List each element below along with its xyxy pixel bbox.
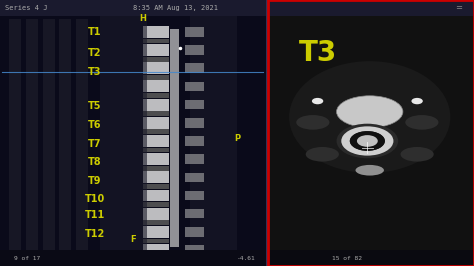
Bar xyxy=(190,13,237,253)
Bar xyxy=(143,135,169,147)
Bar xyxy=(143,190,169,202)
Ellipse shape xyxy=(306,147,339,162)
Text: T11: T11 xyxy=(85,210,105,221)
Bar xyxy=(143,202,169,207)
Bar xyxy=(185,100,204,109)
Ellipse shape xyxy=(296,115,329,130)
Bar xyxy=(171,29,179,247)
Bar xyxy=(76,19,88,253)
Bar xyxy=(143,39,169,43)
Ellipse shape xyxy=(356,165,384,176)
Text: T3: T3 xyxy=(299,39,337,67)
Bar xyxy=(185,227,204,237)
Bar xyxy=(143,130,169,134)
Text: T5: T5 xyxy=(88,101,101,111)
Bar xyxy=(185,82,204,91)
Bar xyxy=(268,0,474,266)
Bar xyxy=(185,173,204,182)
Bar xyxy=(185,136,204,146)
Bar xyxy=(143,57,169,62)
Bar xyxy=(143,184,169,189)
Text: T1: T1 xyxy=(88,27,101,37)
Bar xyxy=(185,154,204,164)
Ellipse shape xyxy=(289,61,450,173)
Bar xyxy=(143,171,169,183)
Bar xyxy=(143,221,169,225)
Bar xyxy=(266,0,269,266)
Bar xyxy=(185,191,204,200)
Bar xyxy=(0,0,268,266)
Bar xyxy=(268,250,474,266)
Text: T2: T2 xyxy=(88,48,101,58)
Bar xyxy=(185,209,204,218)
Bar xyxy=(0,0,474,16)
Bar xyxy=(185,64,204,73)
Bar xyxy=(143,75,169,80)
Text: T8: T8 xyxy=(88,157,101,167)
Text: 15 of 82: 15 of 82 xyxy=(332,256,362,260)
Bar xyxy=(143,166,169,171)
Bar xyxy=(143,99,169,111)
Text: T3: T3 xyxy=(88,67,101,77)
Text: Series 4 J: Series 4 J xyxy=(5,5,47,11)
Bar xyxy=(143,153,169,165)
Circle shape xyxy=(357,135,378,147)
Text: -4.61: -4.61 xyxy=(237,256,256,260)
Bar xyxy=(143,80,169,92)
Ellipse shape xyxy=(405,115,438,130)
Circle shape xyxy=(337,124,398,158)
Bar xyxy=(143,226,169,238)
Bar xyxy=(43,19,55,253)
Text: H: H xyxy=(139,14,146,23)
Bar xyxy=(185,45,204,55)
Circle shape xyxy=(411,98,423,104)
Bar xyxy=(143,111,169,116)
Text: T12: T12 xyxy=(85,229,105,239)
Bar xyxy=(143,26,169,38)
Bar xyxy=(143,44,169,56)
Bar xyxy=(143,244,169,256)
Bar xyxy=(143,62,169,74)
Text: =: = xyxy=(455,3,462,13)
Bar xyxy=(100,13,147,253)
Bar xyxy=(268,0,474,266)
Bar xyxy=(0,250,268,266)
Text: T9: T9 xyxy=(88,176,101,186)
Bar xyxy=(185,245,204,255)
Text: P: P xyxy=(234,134,240,143)
Bar xyxy=(143,239,169,243)
Text: F: F xyxy=(130,235,136,244)
Text: T6: T6 xyxy=(88,120,101,130)
Bar xyxy=(143,148,169,152)
Bar xyxy=(9,19,21,253)
Circle shape xyxy=(312,98,323,104)
Circle shape xyxy=(350,131,385,151)
Text: T7: T7 xyxy=(88,139,101,149)
Text: T10: T10 xyxy=(85,194,105,205)
Bar xyxy=(185,27,204,37)
Text: 8:35 AM Aug 13, 2021: 8:35 AM Aug 13, 2021 xyxy=(133,5,218,11)
Ellipse shape xyxy=(337,96,403,128)
Bar xyxy=(26,19,38,253)
Bar xyxy=(143,208,169,220)
Text: 9 of 17: 9 of 17 xyxy=(14,256,40,260)
Ellipse shape xyxy=(401,147,434,162)
Bar xyxy=(143,117,169,129)
Bar xyxy=(143,93,169,98)
Bar xyxy=(59,19,71,253)
Bar xyxy=(185,118,204,128)
